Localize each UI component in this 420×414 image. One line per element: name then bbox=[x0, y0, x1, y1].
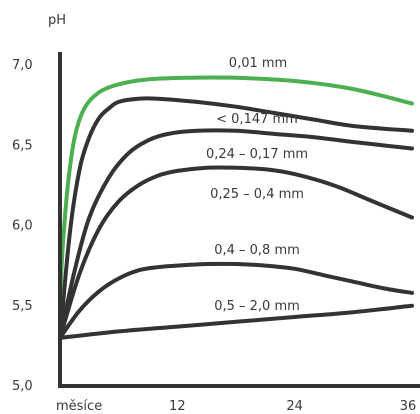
series-label-4: 0,25 – 0,4 mm bbox=[210, 187, 304, 202]
curves-layer bbox=[58, 75, 414, 340]
x-tick-labels: 12 24 36 bbox=[169, 399, 416, 414]
series-labels: 0,01 mm < 0,147 mm 0,24 – 0,17 mm 0,25 – 0,… bbox=[206, 56, 308, 314]
y-tick-label: 6,0 bbox=[12, 219, 33, 234]
series-label-6: 0,5 – 2,0 mm bbox=[214, 299, 300, 314]
y-tick-label: 5,0 bbox=[12, 379, 33, 394]
x-tick-label: 24 bbox=[286, 399, 303, 414]
y-tick-label: 6,5 bbox=[12, 138, 33, 153]
series-line-6 bbox=[58, 303, 414, 340]
x-tick-label: 12 bbox=[169, 399, 186, 414]
series-line-2 bbox=[58, 96, 414, 340]
y-tick-labels: 7,0 6,5 6,0 5,5 5,0 bbox=[12, 58, 33, 394]
y-tick-label: 7,0 bbox=[12, 58, 33, 73]
x-axis-label: měsíce bbox=[56, 399, 102, 414]
series-label-5: 0,4 – 0,8 mm bbox=[214, 243, 300, 258]
x-tick-label: 36 bbox=[400, 399, 417, 414]
series-label-1: 0,01 mm bbox=[229, 56, 287, 71]
y-tick-label: 5,5 bbox=[12, 299, 33, 314]
series-label-2: < 0,147 mm bbox=[216, 112, 298, 127]
series-line-5 bbox=[58, 261, 414, 340]
y-axis-label: pH bbox=[48, 13, 66, 28]
series-line-4 bbox=[58, 165, 414, 340]
series-label-3: 0,24 – 0,17 mm bbox=[206, 147, 308, 162]
series-line-1 bbox=[58, 75, 414, 300]
series-line-3 bbox=[58, 128, 414, 340]
